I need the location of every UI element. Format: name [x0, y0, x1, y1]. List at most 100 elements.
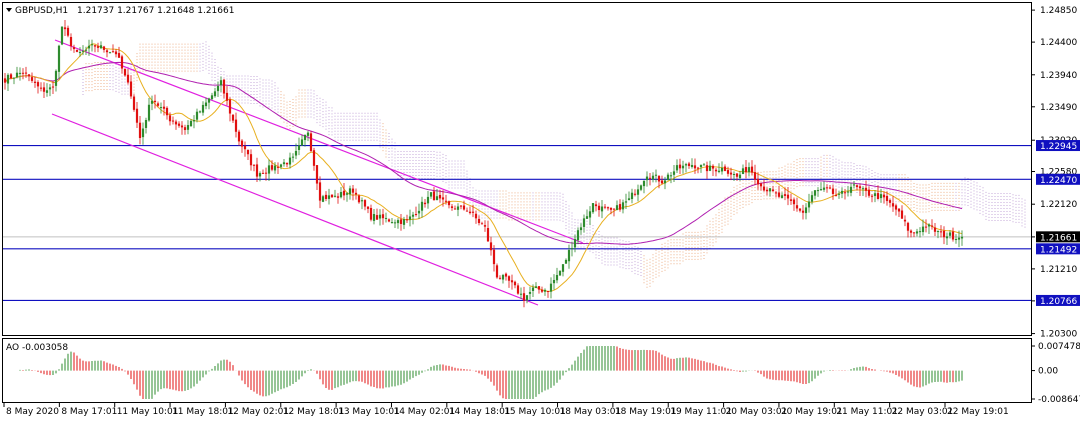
- slow-moving-average: [4, 61, 963, 245]
- candle-body: [555, 274, 559, 281]
- candle-body: [552, 279, 556, 284]
- candle-body: [855, 185, 859, 188]
- candle-body: [906, 222, 910, 231]
- candle-body: [561, 264, 565, 272]
- candle-body: [594, 204, 598, 207]
- candle-body: [804, 207, 808, 214]
- candle-body: [303, 134, 307, 141]
- candle-body: [177, 123, 181, 126]
- candle-body: [900, 210, 904, 219]
- candle-body: [501, 275, 505, 280]
- channel-upper-line[interactable]: [54, 39, 584, 244]
- candle-body: [12, 77, 16, 79]
- candle-body: [873, 193, 877, 196]
- candle-body: [885, 195, 889, 201]
- candle-body: [126, 74, 130, 83]
- candle-body: [579, 227, 583, 231]
- candle-body: [831, 188, 835, 194]
- candle-body: [510, 280, 514, 283]
- candle-body: [315, 165, 319, 184]
- candle-body: [102, 46, 106, 50]
- candle-body: [939, 231, 943, 233]
- candle-body: [606, 207, 610, 209]
- candle-body: [351, 188, 355, 193]
- candle-body: [954, 239, 958, 241]
- candle-body: [225, 92, 229, 101]
- price-tag-box: [1036, 231, 1080, 243]
- candle-body: [165, 107, 169, 116]
- candle-body: [357, 195, 361, 203]
- candle-body: [840, 190, 844, 194]
- candle-body: [327, 195, 331, 199]
- ohlc-readout: 1.21737 1.21767 1.21648 1.21661: [77, 6, 234, 16]
- candle-body: [702, 164, 706, 166]
- candle-body: [63, 27, 67, 30]
- candle-body: [636, 189, 640, 195]
- candle-body: [633, 193, 637, 195]
- candle-body: [630, 192, 634, 199]
- candle-body: [123, 68, 127, 76]
- candle-body: [51, 86, 55, 88]
- candle-body: [822, 187, 826, 190]
- awesome-oscillator-histogram: [19, 346, 963, 399]
- candle-body: [279, 164, 283, 167]
- candle-body: [318, 182, 322, 201]
- candle-body: [645, 176, 649, 181]
- candle-body: [771, 189, 775, 192]
- channel-lower-line[interactable]: [51, 113, 539, 306]
- candle-body: [657, 176, 661, 182]
- candle-body: [942, 230, 946, 238]
- candle-body: [84, 49, 88, 51]
- header-dropdown-icon[interactable]: [6, 8, 12, 12]
- candle-body: [75, 49, 79, 52]
- candle-body: [789, 199, 793, 201]
- candle-body: [3, 78, 7, 83]
- candle-body: [150, 100, 154, 104]
- candle-body: [513, 281, 517, 286]
- candle-body: [234, 119, 238, 132]
- candle-body: [957, 237, 961, 240]
- price-tick-label: 1.24400: [1040, 38, 1077, 48]
- candle-body: [144, 119, 148, 128]
- candle-body: [312, 150, 316, 166]
- price-tick-label: 1.21210: [1040, 265, 1077, 275]
- candle-body: [285, 162, 289, 165]
- price-tick-label: 1.23940: [1040, 71, 1077, 81]
- candle-body: [624, 201, 628, 203]
- time-tick-label: 12 May 02:01: [227, 407, 289, 417]
- candlesticks: [3, 20, 964, 308]
- candle-body: [765, 189, 769, 192]
- candle-body: [879, 194, 883, 199]
- candle-body: [585, 216, 589, 219]
- candle-body: [960, 236, 964, 239]
- candle-body: [732, 174, 736, 176]
- candle-body: [798, 208, 802, 211]
- candle-body: [525, 295, 529, 301]
- candle-body: [195, 111, 199, 120]
- candle-body: [354, 192, 358, 195]
- time-tick-label: 18 May 03:01: [560, 407, 622, 417]
- candle-body: [207, 98, 211, 103]
- main-plot-frame: [2, 2, 1032, 336]
- candle-body: [903, 219, 907, 222]
- candle-body: [522, 293, 526, 301]
- candle-body: [339, 191, 343, 198]
- candle-body: [801, 210, 805, 213]
- price-tag-label: 1.21492: [1040, 245, 1077, 255]
- candle-body: [876, 193, 880, 200]
- candle-body: [753, 172, 757, 180]
- candle-body: [246, 149, 250, 155]
- candle-body: [936, 231, 940, 233]
- candle-body: [858, 186, 862, 189]
- candle-body: [531, 287, 535, 291]
- price-tag-box: [1036, 294, 1080, 306]
- candle-body: [162, 106, 166, 109]
- candle-body: [111, 51, 115, 53]
- candle-body: [786, 194, 790, 199]
- candle-body: [6, 74, 10, 84]
- candle-body: [843, 192, 847, 194]
- candle-body: [219, 80, 223, 86]
- indicator-axis: 0.007478 0.00 -0.008647: [1031, 342, 1080, 405]
- candle-body: [615, 205, 619, 211]
